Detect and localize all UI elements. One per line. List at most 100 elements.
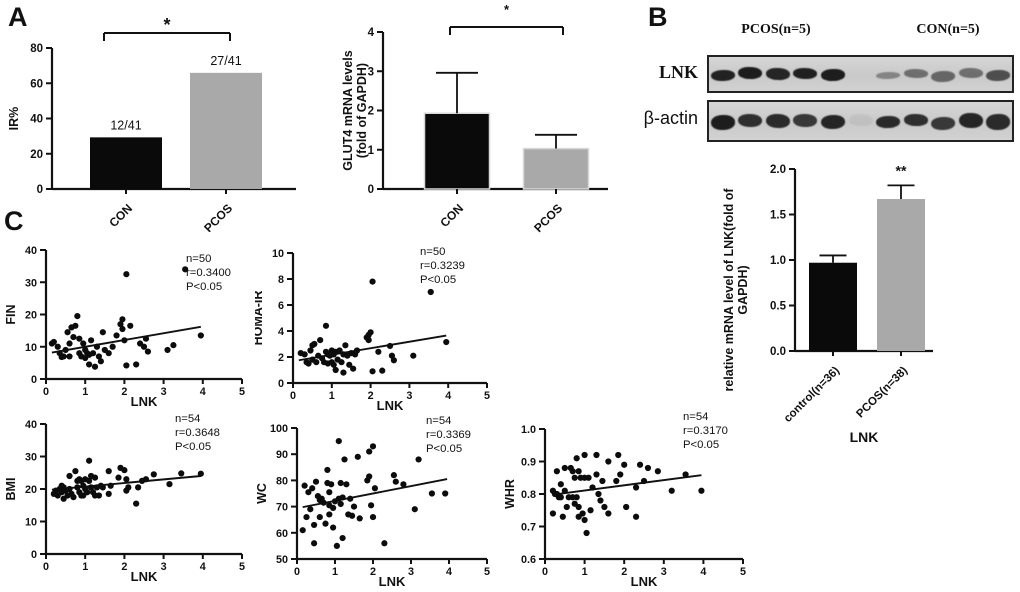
svg-text:4: 4	[700, 566, 706, 578]
svg-text:10: 10	[272, 248, 284, 260]
svg-text:0: 0	[368, 184, 374, 196]
svg-text:8: 8	[278, 274, 284, 286]
whr-vs-lnk-scatter: 0.6 0.7 0.8 0.9 1.0 0 1 2 3 4 5 n=54 r=0.3170 P<0.05 L…	[505, 408, 772, 592]
ir-percentage-bar-chart: 0 20 40 60 80 12/41 CON 27/41 PCOS * IR%	[2, 18, 320, 232]
svg-text:5: 5	[239, 386, 245, 398]
svg-text:r=0.3369: r=0.3369	[426, 429, 471, 441]
svg-text:3: 3	[161, 561, 167, 573]
blot-lane	[847, 102, 875, 140]
svg-text:r=0.3170: r=0.3170	[683, 425, 728, 437]
svg-text:IR%: IR%	[7, 107, 21, 131]
svg-text:27/41: 27/41	[210, 54, 241, 68]
blot-band	[820, 114, 846, 130]
whr_scatter-svg: 0.6 0.7 0.8 0.9 1.0 0 1 2 3 4 5 n=54 r=0.3170 P<0.05 L…	[505, 411, 746, 589]
svg-text:2: 2	[621, 566, 627, 578]
svg-text:3: 3	[661, 566, 667, 578]
lnk-mrna-bar-chart: 0.0 0.5 1.0 1.5 2.0 control(n=36) PCOS(n=38) **…	[718, 150, 1020, 452]
svg-text:CON: CON	[437, 201, 466, 230]
svg-text:LNK: LNK	[131, 394, 158, 409]
blot-lane	[874, 102, 902, 140]
lnk_mrna_bar-svg: 0.0 0.5 1.0 1.5 2.0 control(n=36) PCOS(n=38) **…	[722, 162, 933, 445]
svg-text:**: **	[896, 162, 907, 178]
svg-text:0: 0	[294, 566, 300, 578]
svg-text:0.7: 0.7	[521, 522, 536, 534]
svg-text:0: 0	[290, 390, 296, 402]
svg-text:0.5: 0.5	[770, 301, 787, 313]
svg-text:*: *	[504, 2, 510, 17]
svg-text:0: 0	[278, 378, 284, 390]
blot-band	[710, 114, 736, 130]
svg-text:P<0.05: P<0.05	[683, 439, 719, 451]
svg-text:40: 40	[30, 114, 43, 126]
blot-band	[903, 68, 928, 78]
blot-band	[820, 68, 846, 82]
svg-text:5: 5	[484, 566, 490, 578]
blot-lane	[819, 102, 847, 140]
blot-lane	[819, 57, 847, 91]
svg-text:1.5: 1.5	[770, 210, 787, 222]
svg-text:PCOS(n=38): PCOS(n=38)	[854, 365, 910, 421]
wc-vs-lnk-scatter: 50 60 70 80 90 100 0 1 2 3 4 5 n=54 r=0.3369 P<0.05 LNK…	[255, 408, 505, 592]
blot-band	[958, 112, 983, 128]
svg-text:4: 4	[368, 27, 375, 39]
svg-text:WHR: WHR	[505, 479, 517, 509]
svg-text:3: 3	[406, 390, 412, 402]
blot-lane	[874, 57, 902, 91]
svg-text:40: 40	[25, 245, 37, 257]
svg-text:10: 10	[25, 517, 37, 529]
blot-band	[738, 66, 763, 80]
svg-text:relative mRNA level of LNK(fol: relative mRNA level of LNK(fold ofGAPDH)	[722, 188, 750, 392]
svg-text:1: 1	[368, 145, 375, 157]
svg-text:80: 80	[30, 43, 43, 55]
svg-text:0: 0	[542, 566, 548, 578]
blot-band	[710, 69, 735, 81]
svg-text:r=0.3648: r=0.3648	[175, 427, 220, 439]
blot-lane	[764, 57, 792, 91]
blot-lane	[737, 57, 765, 91]
svg-text:1: 1	[82, 561, 88, 573]
svg-text:60: 60	[276, 528, 288, 540]
svg-text:1: 1	[582, 566, 588, 578]
fin-vs-lnk-scatter: 0 10 20 30 40 0 1 2 3 4 5 n=50 r=0.3400 P<0.05 LNK FIN	[2, 233, 255, 410]
svg-text:CON: CON	[106, 201, 135, 230]
svg-text:HOMA-IR: HOMA-IR	[255, 291, 265, 346]
bmi-vs-lnk-scatter: 0 10 20 30 40 0 1 2 3 4 5 n=54 r=0.3648 P<0.05 LNK BMI	[2, 408, 255, 592]
svg-text:1.0: 1.0	[770, 255, 786, 267]
blot-band	[986, 69, 1011, 81]
svg-text:LNK: LNK	[379, 574, 406, 589]
ir_bar-svg: 0 20 40 60 80 12/41 CON 27/41 PCOS * IR%	[7, 18, 296, 232]
svg-text:20: 20	[25, 310, 37, 322]
svg-text:control(n=36): control(n=36)	[782, 365, 842, 425]
blot-group-label-pcos: PCOS(n=5)	[741, 22, 811, 37]
glut4_bar-svg: 0 1 2 3 4 CON PCOS * GLUT4 mRNA levels(fold of G…	[341, 2, 608, 235]
svg-text:P<0.05: P<0.05	[420, 274, 456, 286]
svg-text:0.0: 0.0	[770, 346, 786, 358]
svg-text:4: 4	[446, 566, 452, 578]
blot-lane	[929, 57, 957, 91]
svg-text:60: 60	[30, 78, 43, 90]
svg-text:r=0.3239: r=0.3239	[420, 260, 465, 272]
svg-text:20: 20	[30, 149, 43, 161]
blot-lane	[737, 102, 765, 140]
blot-lane	[792, 57, 820, 91]
blot-band	[958, 67, 983, 79]
svg-text:0: 0	[43, 561, 49, 573]
svg-text:PCOS: PCOS	[201, 201, 235, 232]
svg-text:*: *	[163, 18, 170, 35]
svg-text:0: 0	[37, 184, 43, 196]
svg-text:n=50: n=50	[186, 253, 211, 265]
svg-text:0.6: 0.6	[521, 554, 536, 566]
svg-text:30: 30	[25, 277, 37, 289]
svg-text:PCOS: PCOS	[531, 201, 565, 235]
svg-text:10: 10	[25, 342, 37, 354]
blot-band	[848, 113, 873, 127]
svg-text:BMI: BMI	[4, 478, 18, 501]
bactin-blot-strip	[707, 100, 1014, 142]
panel-label-c: C	[4, 206, 24, 236]
svg-text:4: 4	[445, 390, 451, 402]
svg-text:P<0.05: P<0.05	[175, 441, 211, 453]
svg-text:2: 2	[278, 352, 284, 364]
svg-text:1.0: 1.0	[521, 424, 536, 436]
svg-text:5: 5	[239, 561, 245, 573]
